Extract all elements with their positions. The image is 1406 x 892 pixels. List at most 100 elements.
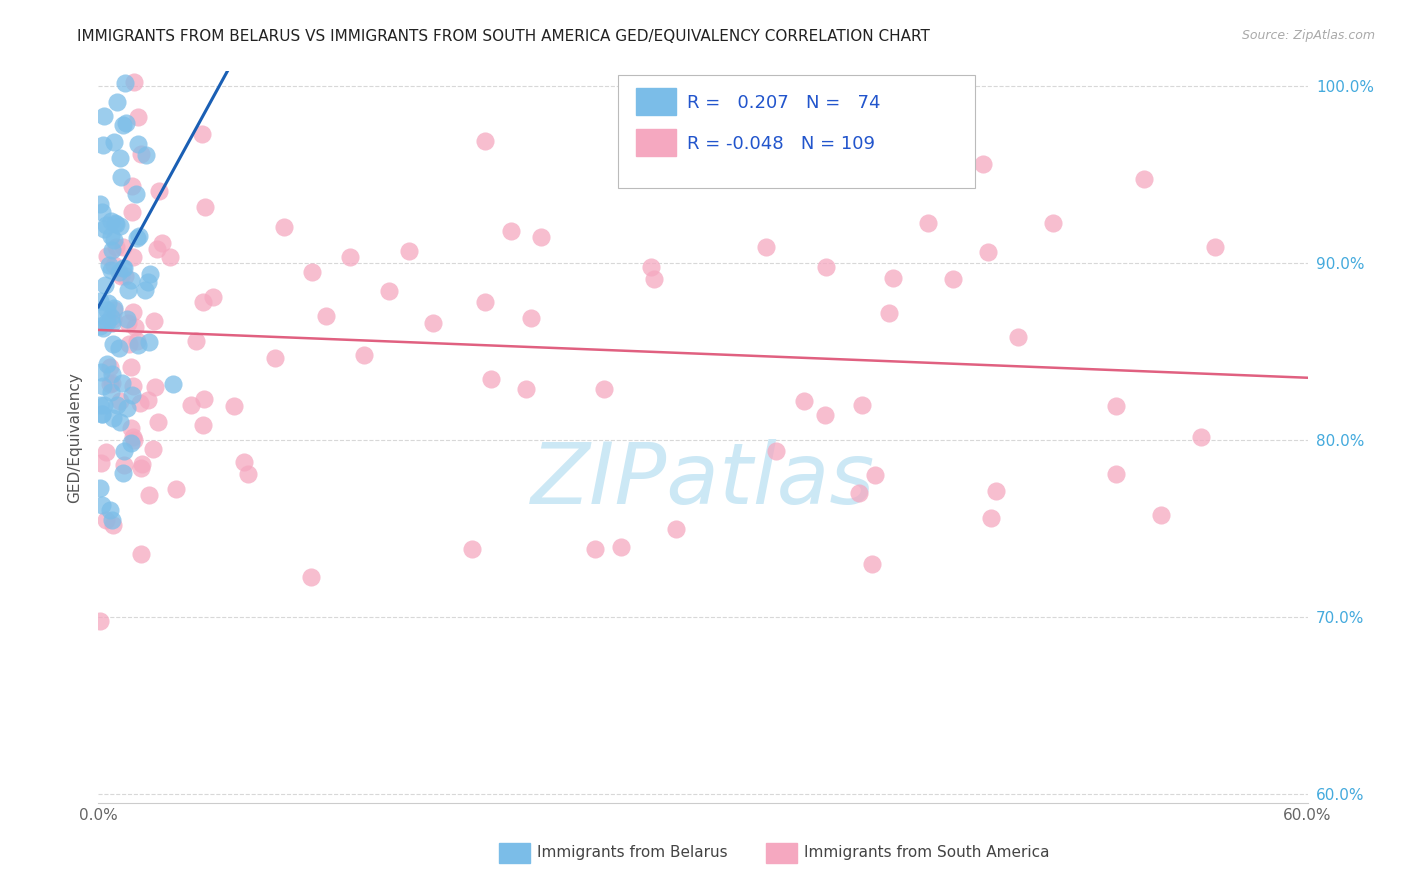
Point (120, 360, 142, 375)
FancyBboxPatch shape (637, 87, 676, 115)
Point (101, 312, 124, 326)
Point (103, 301, 125, 315)
Point (851, 398, 873, 412)
Point (942, 272, 965, 286)
Point (101, 337, 124, 351)
Point (474, 134, 496, 148)
Point (120, 272, 142, 286)
Point (100, 214, 122, 228)
Point (104, 217, 127, 231)
Text: Source: ZipAtlas.com: Source: ZipAtlas.com (1241, 29, 1375, 42)
Point (1189, 430, 1212, 444)
Point (114, 269, 136, 284)
Point (202, 290, 225, 304)
Point (125, 187, 148, 202)
Text: IMMIGRANTS FROM BELARUS VS IMMIGRANTS FROM SOUTH AMERICA GED/EQUIVALENCY CORRELA: IMMIGRANTS FROM BELARUS VS IMMIGRANTS FR… (77, 29, 931, 44)
Point (353, 348, 375, 362)
Point (143, 380, 166, 394)
Point (142, 442, 165, 456)
Point (520, 311, 543, 326)
Point (815, 260, 838, 274)
Point (101, 411, 124, 425)
Text: R = -0.048   N = 109: R = -0.048 N = 109 (688, 135, 876, 153)
Point (100, 229, 122, 244)
Point (89, 614, 111, 628)
Point (159, 250, 181, 264)
Point (136, 275, 159, 289)
Point (264, 351, 287, 366)
Point (96, 249, 118, 263)
Point (111, 240, 134, 254)
Point (111, 376, 134, 391)
Point (143, 314, 166, 328)
Point (105, 95, 128, 109)
Point (103, 259, 125, 273)
Point (129, 395, 152, 409)
Text: R =   0.207   N =   74: R = 0.207 N = 74 (688, 94, 880, 112)
Point (93, 109, 115, 123)
Point (972, 157, 994, 171)
Point (101, 367, 124, 381)
Point (98, 377, 121, 392)
Point (110, 269, 132, 284)
Point (301, 265, 323, 279)
FancyBboxPatch shape (619, 75, 976, 188)
Point (121, 179, 143, 194)
Point (917, 216, 939, 230)
Point (115, 401, 138, 415)
Point (94, 218, 117, 232)
Point (122, 304, 145, 318)
Text: Immigrants from Belarus: Immigrants from Belarus (537, 846, 728, 860)
Point (977, 244, 1000, 259)
Point (583, 541, 606, 556)
Point (114, 116, 136, 130)
Point (860, 558, 883, 572)
Point (114, 76, 136, 90)
Point (515, 382, 537, 396)
Point (765, 444, 787, 458)
Point (148, 184, 170, 198)
Point (112, 261, 135, 276)
Point (665, 522, 688, 536)
Point (131, 457, 153, 471)
Point (97, 296, 120, 310)
Point (643, 272, 665, 286)
Point (117, 284, 139, 298)
Point (89, 398, 111, 412)
Point (96, 315, 118, 329)
Point (610, 541, 633, 555)
Point (122, 75, 145, 89)
Point (194, 200, 217, 214)
Point (108, 393, 131, 408)
Point (162, 376, 184, 391)
Point (101, 518, 124, 533)
Point (89, 197, 111, 211)
Point (105, 240, 128, 254)
Point (115, 312, 138, 326)
Point (108, 265, 131, 279)
Point (877, 306, 900, 320)
Point (101, 376, 124, 390)
Point (460, 541, 482, 556)
Point (89, 481, 111, 495)
Point (93, 398, 115, 412)
Point (91, 137, 114, 152)
Point (1204, 240, 1226, 254)
Point (129, 146, 152, 161)
Point (103, 135, 125, 149)
Point (111, 466, 134, 480)
Point (233, 455, 256, 469)
Point (111, 260, 134, 275)
Point (96, 357, 118, 371)
Point (104, 216, 127, 230)
Point (98, 258, 121, 272)
Point (91, 205, 114, 219)
Point (339, 250, 361, 264)
Point (121, 388, 143, 402)
Point (146, 242, 169, 256)
Point (863, 467, 886, 482)
Point (94, 445, 117, 459)
Point (93, 222, 115, 236)
Point (755, 240, 778, 254)
Point (112, 118, 135, 132)
